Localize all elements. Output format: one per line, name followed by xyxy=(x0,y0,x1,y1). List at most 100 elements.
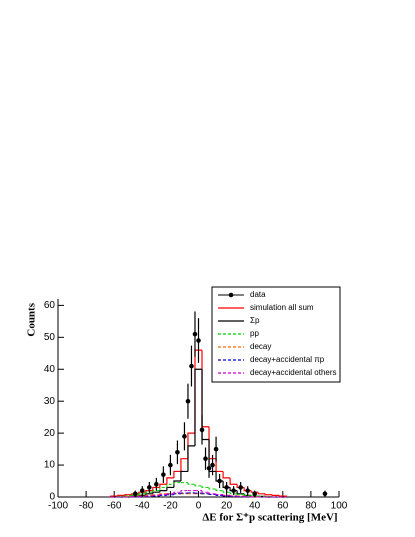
histogram-bin xyxy=(152,486,160,491)
data-point xyxy=(210,462,215,468)
histogram-bin xyxy=(124,494,132,496)
data-point xyxy=(213,446,219,452)
histogram-bin xyxy=(166,483,174,488)
data-point xyxy=(168,462,173,468)
histogram-bin xyxy=(229,477,238,485)
histogram-bin xyxy=(243,494,252,496)
y-tick-label: 30 xyxy=(44,396,56,407)
histogram-bin xyxy=(208,426,217,460)
histogram-bin xyxy=(201,485,210,488)
legend-label: pp xyxy=(250,329,259,338)
data-point xyxy=(199,427,205,433)
histogram-bin xyxy=(159,490,167,493)
data-point xyxy=(182,434,187,439)
histogram-bin xyxy=(180,458,188,472)
histogram-bin xyxy=(257,492,266,495)
data-point xyxy=(322,491,328,497)
legend-label: data xyxy=(250,290,266,299)
histogram-bin xyxy=(145,491,153,494)
histogram-bin xyxy=(138,493,146,496)
y-tick-label: 0 xyxy=(49,492,55,503)
data-point xyxy=(192,331,198,337)
histogram-bin xyxy=(187,445,195,472)
histogram-bin xyxy=(152,494,160,497)
x-tick-label: -60 xyxy=(107,501,122,512)
data-point xyxy=(132,491,138,497)
data-point xyxy=(185,398,191,404)
x-tick-label: -20 xyxy=(163,501,178,512)
x-tick-label: 40 xyxy=(249,501,261,512)
data-point xyxy=(189,363,194,369)
histogram-bin xyxy=(173,470,181,478)
histogram-bin xyxy=(152,490,160,493)
data-point xyxy=(224,485,229,490)
data-point xyxy=(196,338,201,343)
data-point xyxy=(238,485,243,490)
histogram-bin xyxy=(229,492,238,495)
histogram-bin xyxy=(250,495,259,497)
histogram-bin xyxy=(264,493,273,496)
x-tick-label: 0 xyxy=(196,501,202,512)
x-tick-label: -80 xyxy=(79,501,94,512)
data-point xyxy=(231,488,236,493)
histogram-bin xyxy=(152,491,160,494)
data-point xyxy=(245,488,250,493)
histogram-bin xyxy=(180,490,188,493)
histogram-bin xyxy=(180,470,188,482)
y-tick-label: 10 xyxy=(44,460,56,471)
histogram-bin xyxy=(159,486,167,491)
histogram-bin xyxy=(229,495,238,497)
data-point xyxy=(252,491,257,497)
plot-area: -100 -80 -60 -40 -20 0 20 40 60 80 100 0 10 20 30 40 50 6… xyxy=(44,299,348,512)
y-tick-label: 60 xyxy=(44,300,56,311)
histogram-bin xyxy=(159,483,167,488)
histogram-bin xyxy=(215,458,224,473)
x-tick-label: 60 xyxy=(277,501,289,512)
histogram-bin xyxy=(194,368,203,446)
legend-label: decay+accidental others xyxy=(250,368,337,377)
histogram-bin xyxy=(173,491,181,494)
histogram-bin xyxy=(180,492,188,494)
histogram-bin xyxy=(208,492,217,495)
legend-swatch xyxy=(228,292,234,298)
histogram-bin xyxy=(215,489,224,492)
data-point xyxy=(203,456,208,461)
histogram-bin xyxy=(117,494,125,497)
histogram-bin xyxy=(173,482,181,485)
y-tick-label: 20 xyxy=(44,428,56,439)
data-point xyxy=(217,478,222,484)
data-point xyxy=(161,472,166,477)
histogram-bin xyxy=(173,480,181,488)
histogram-bin xyxy=(222,494,231,496)
histogram-bin xyxy=(187,482,195,485)
legend-label: decay xyxy=(250,342,271,351)
histogram-bin xyxy=(166,477,174,485)
x-tick-label: 20 xyxy=(221,501,233,512)
histogram-bin xyxy=(222,490,231,493)
histogram-bin xyxy=(166,486,174,491)
x-tick-label: 100 xyxy=(331,501,348,512)
histogram-bin xyxy=(278,495,287,497)
legend-label: simulation all sum xyxy=(250,303,314,312)
histogram-bin xyxy=(208,487,217,490)
y-axis-title: Counts xyxy=(26,302,38,336)
histogram-bin xyxy=(124,495,132,497)
histogram-bin xyxy=(194,484,203,487)
histogram-bin xyxy=(159,494,167,497)
histogram-bin xyxy=(222,471,231,479)
data-point xyxy=(206,465,212,471)
legend-label: Σp xyxy=(250,316,260,325)
x-tick-label: -100 xyxy=(48,501,68,512)
histogram-bin xyxy=(201,350,210,428)
histogram-bin xyxy=(271,494,280,497)
legend-label: decay+accidental πp xyxy=(250,355,325,364)
histogram-bin xyxy=(201,493,210,495)
histogram-bin xyxy=(215,493,224,495)
histogram-bin xyxy=(159,493,167,496)
data-point xyxy=(154,481,159,487)
histogram-bin xyxy=(173,493,181,495)
data-point xyxy=(147,485,152,490)
y-tick-label: 40 xyxy=(44,364,56,375)
data-point xyxy=(140,488,145,493)
